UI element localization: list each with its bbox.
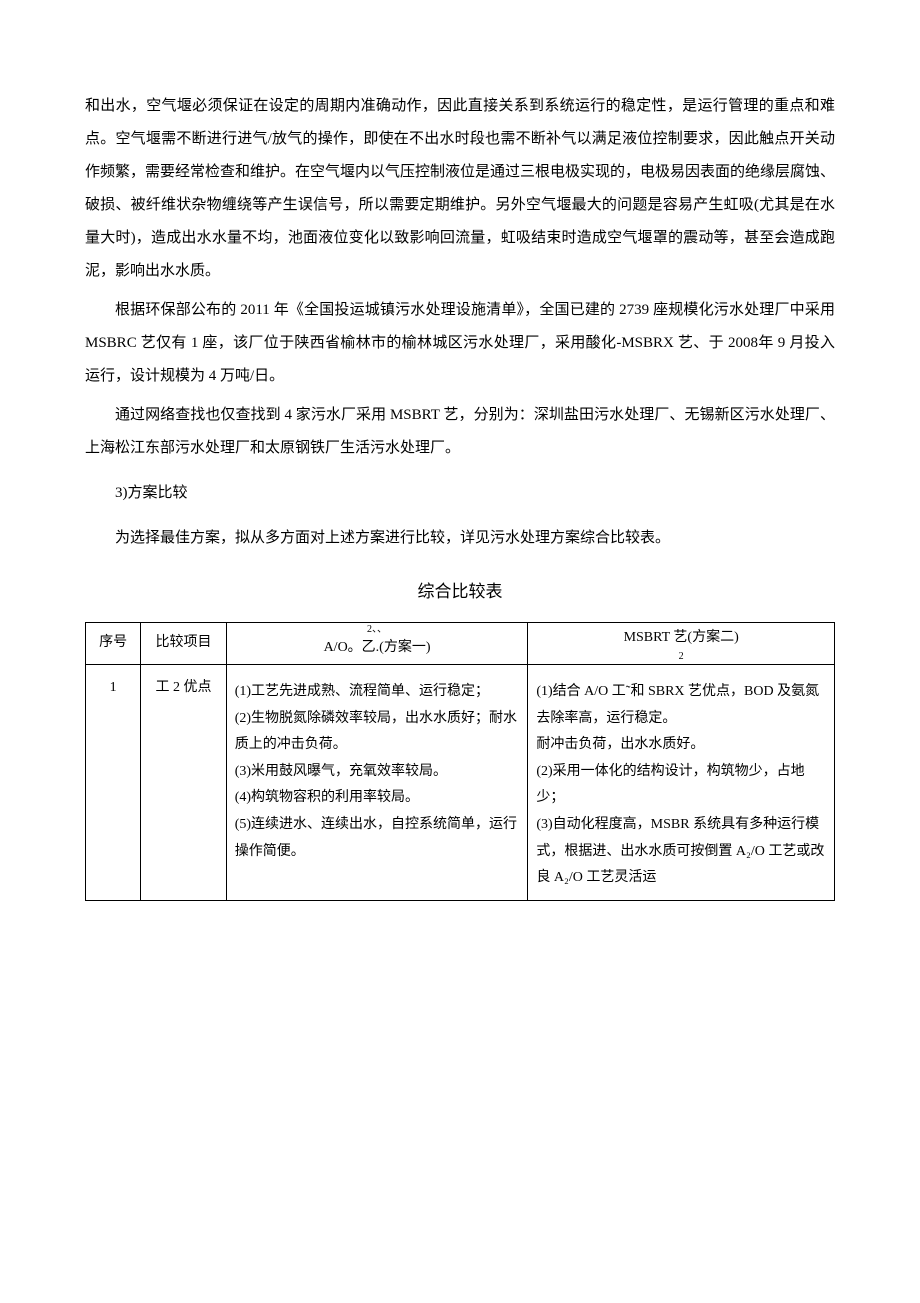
cell-plan2-content: (1)结合 A/O 工˜和 SBRX 艺优点，BOD 及氨氮去除率高，运行稳定。… [534, 675, 828, 896]
header-plan1-sup: 2、、 [233, 625, 522, 635]
cell-plan1: (1)工艺先进成熟、流程简单、运行稳定； (2)生物脱氮除磷效率较局，出水水质好… [226, 664, 528, 900]
section-number: 3)方案比较 [85, 477, 835, 510]
body-paragraph-4: 为选择最佳方案，拟从多方面对上述方案进行比较，详见污水处理方案综合比较表。 [85, 522, 835, 555]
body-paragraph-3: 通过网络查找也仅查找到 4 家污水厂采用 MSBRT 艺，分别为：深圳盐田污水处… [85, 399, 835, 465]
cell-seq: 1 [86, 664, 141, 900]
header-plan2: MSBRT 艺(方案二) 2 [528, 623, 835, 665]
cell-plan1-content: (1)工艺先进成熟、流程简单、运行稳定； (2)生物脱氮除磷效率较局，出水水质好… [233, 675, 522, 869]
table-header-row: 序号 比较项目 2、、 A/O。乙.(方案一) MSBRT 艺(方案二) 2 [86, 623, 835, 665]
body-paragraph-2: 根据环保部公布的 2011 年《全国投运城镇污水处理设施清单》，全国已建的 27… [85, 294, 835, 393]
header-plan2-sub: 2 [534, 652, 828, 662]
comparison-table: 序号 比较项目 2、、 A/O。乙.(方案一) MSBRT 艺(方案二) 2 1… [85, 622, 835, 900]
table-title: 综合比较表 [85, 573, 835, 610]
header-seq: 序号 [86, 623, 141, 665]
cell-plan2: (1)结合 A/O 工˜和 SBRX 艺优点，BOD 及氨氮去除率高，运行稳定。… [528, 664, 835, 900]
header-plan1-main: A/O。乙.(方案一) [233, 635, 522, 662]
comparison-table-wrapper: 序号 比较项目 2、、 A/O。乙.(方案一) MSBRT 艺(方案二) 2 1… [85, 622, 835, 900]
header-item: 比较项目 [141, 623, 226, 665]
body-paragraph-1: 和出水，空气堰必须保证在设定的周期内准确动作，因此直接关系到系统运行的稳定性，是… [85, 90, 835, 288]
cell-item: 工 2 优点 [141, 664, 226, 900]
header-plan2-main: MSBRT 艺(方案二) [534, 625, 828, 652]
table-row: 1 工 2 优点 (1)工艺先进成熟、流程简单、运行稳定； (2)生物脱氮除磷效… [86, 664, 835, 900]
header-plan1: 2、、 A/O。乙.(方案一) [226, 623, 528, 665]
